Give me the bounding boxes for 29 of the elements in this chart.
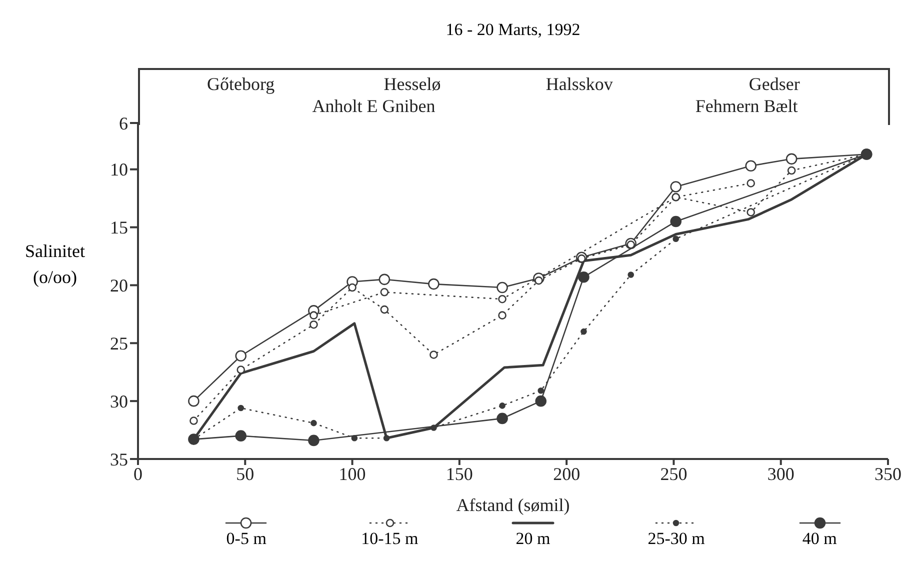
chart-title: 16 - 20 Marts, 1992 [444,20,582,40]
x-tick-label: 50 [236,464,254,484]
x-tick-label: 250 [660,464,688,484]
text: Fehmern Bælt [694,96,799,117]
x-tick-label: 100 [338,464,366,484]
legend-label: 0-5 m [226,529,266,549]
x-tick-label: 300 [767,464,794,484]
text: Anholt E Gniben [311,96,436,117]
x-axis-title: Afstand (sømil) [456,495,570,515]
y-tick-label: 20 [110,276,128,296]
legend-label: 40 m [802,529,837,549]
y-tick-label: 35 [110,449,128,470]
legend-label: 25-30 m [648,529,705,549]
y-tick-label: 15 [110,218,128,238]
y-tick-label: 10 [110,160,128,180]
y-axis-title: Salinitet (o/oo) [24,240,86,289]
y-tick-label: 30 [110,391,128,412]
text: Halsskov [544,74,614,95]
x-tick-label: 350 [874,464,902,484]
legend-label: 20 m [516,529,550,549]
x-tick-label: 200 [553,464,580,484]
y-tick-label: 25 [110,334,128,354]
text: Hesselø [382,74,442,95]
text: Gőteborg [206,74,276,95]
x-tick-label: 150 [446,464,473,484]
y-tick-label: 6 [119,113,128,134]
text: Gedser [748,74,801,95]
x-tick-label: 0 [134,464,142,484]
legend-label: 10-15 m [361,529,418,549]
